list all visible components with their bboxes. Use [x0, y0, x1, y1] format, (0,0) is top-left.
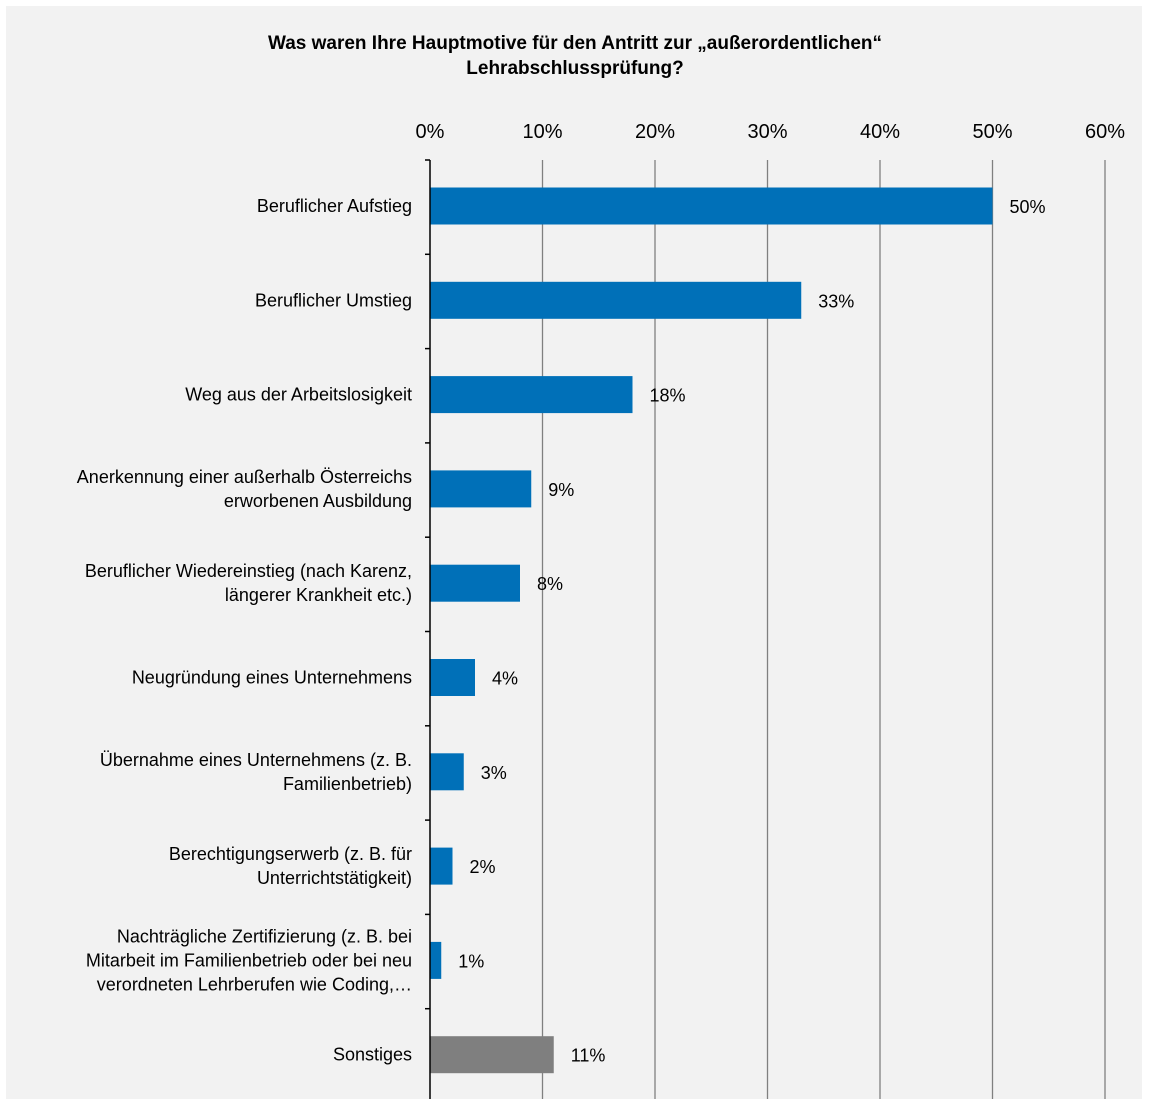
- data-label: 1%: [458, 951, 484, 971]
- x-tick-label: 50%: [972, 121, 1012, 143]
- category-label: Sonstiges: [333, 1045, 412, 1065]
- bar: [430, 941, 442, 979]
- data-label: 11%: [571, 1046, 606, 1066]
- data-label: 8%: [537, 574, 563, 594]
- x-tick-label: 20%: [635, 121, 675, 143]
- chart-title-line-1: Was waren Ihre Hauptmotive für den Antri…: [267, 33, 883, 54]
- bar: [430, 659, 475, 696]
- category-label: Anerkennung einer außerhalb Österreichs e…: [77, 467, 412, 511]
- data-label: 50%: [1010, 197, 1046, 217]
- bar: [430, 847, 453, 885]
- chart-title: Was waren Ihre Hauptmotive für den Antri…: [150, 31, 1000, 81]
- bar: [430, 281, 802, 319]
- x-tick-label: 0%: [416, 121, 445, 143]
- data-label: 18%: [650, 386, 686, 406]
- category-label: Neugründung eines Unternehmens: [132, 668, 412, 688]
- chart-title-line-2: Lehrabschlussprüfung?: [466, 58, 684, 79]
- data-label: 33%: [818, 291, 854, 311]
- x-tick-label: 10%: [522, 121, 562, 143]
- data-label: 3%: [481, 763, 507, 783]
- bar: [430, 376, 633, 414]
- bar: [430, 564, 520, 602]
- category-label: Berechtigungserwerb (z. B. für Unterricht…: [169, 844, 412, 888]
- category-label: Beruflicher Aufstieg: [257, 196, 412, 216]
- bar: [430, 470, 532, 508]
- x-tick-label: 30%: [747, 121, 787, 143]
- category-label: Übernahme eines Unternehmens (z. B. Famil…: [100, 750, 412, 794]
- x-tick-label: 60%: [1085, 121, 1125, 143]
- bar: [430, 753, 464, 791]
- data-label: 4%: [492, 669, 518, 689]
- data-label: 9%: [548, 480, 574, 500]
- bar: [430, 1036, 554, 1074]
- category-label: Nachträgliche Zertifizierung (z. B. bei M…: [86, 926, 412, 994]
- x-tick-label: 40%: [860, 121, 900, 143]
- category-label: Beruflicher Umstieg: [255, 290, 412, 310]
- data-label: 2%: [470, 857, 496, 877]
- category-label: Beruflicher Wiedereinstieg (nach Karenz,…: [85, 561, 412, 605]
- bar: [430, 187, 993, 225]
- category-label: Weg aus der Arbeitslosigkeit: [185, 385, 412, 405]
